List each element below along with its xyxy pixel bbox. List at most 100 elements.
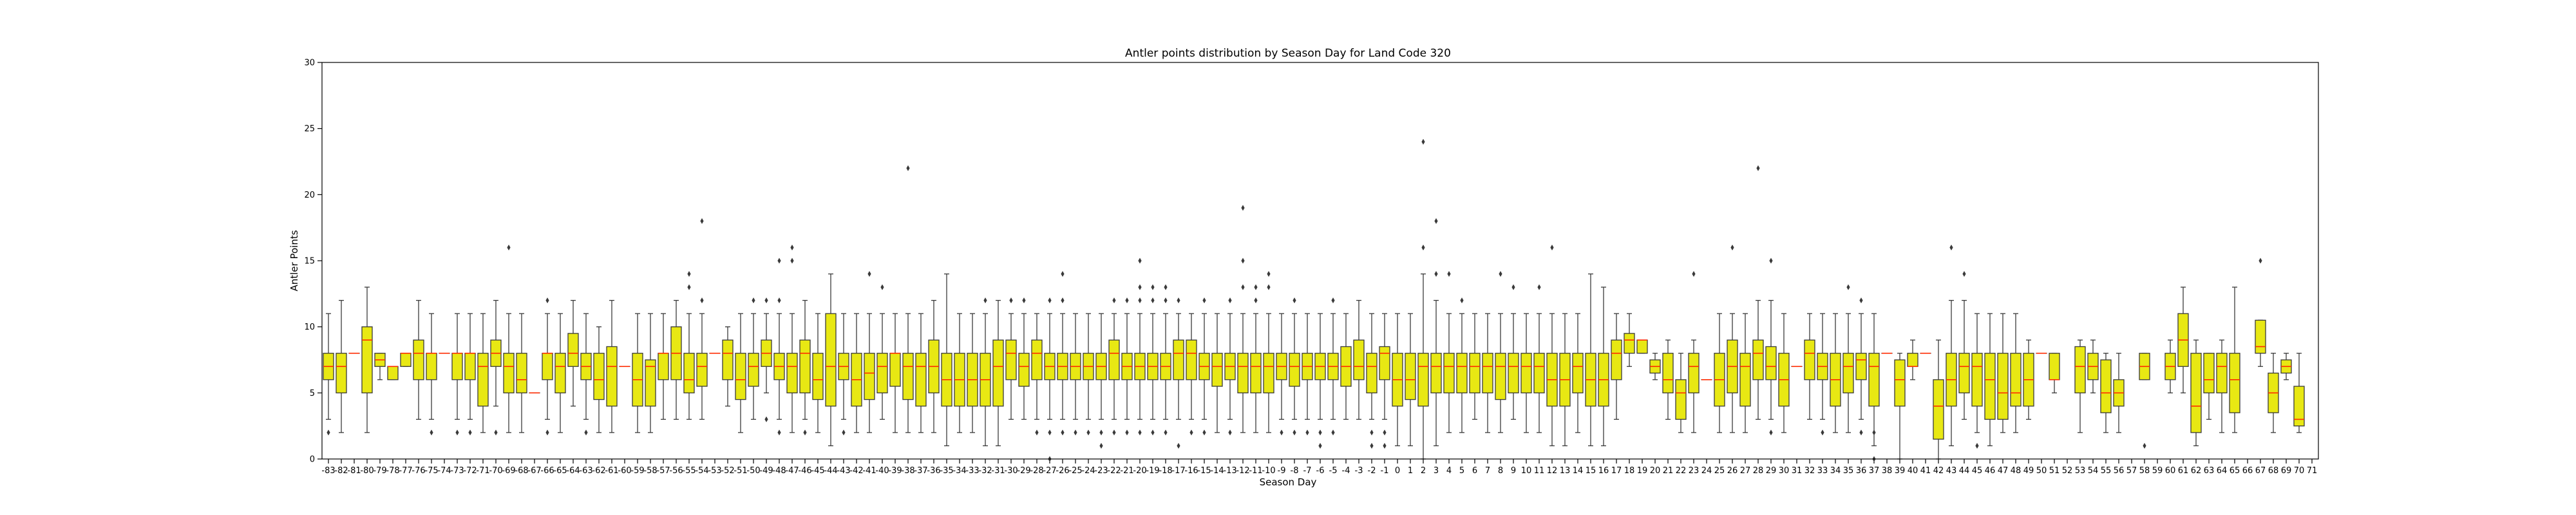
box: [1417, 353, 1429, 407]
box: [1739, 353, 1751, 407]
outlier-point: [1859, 297, 1863, 304]
outlier-point: [1151, 284, 1155, 290]
x-tick-label: 21: [1663, 466, 1674, 476]
box: [413, 339, 424, 380]
box: [1688, 353, 1700, 393]
box: [503, 353, 515, 393]
outlier-point: [687, 284, 691, 290]
outlier-point: [1099, 442, 1103, 449]
x-tick-label: -25: [1068, 466, 1082, 476]
x-tick-label: -75: [424, 466, 438, 476]
box: [1108, 339, 1120, 380]
x-tick-label: 50: [2036, 466, 2047, 476]
outlier-point: [1035, 429, 1039, 436]
box: [1379, 346, 1390, 380]
x-tick-label: 43: [1946, 466, 1957, 476]
x-tick-label: -49: [759, 466, 773, 476]
box: [1624, 333, 1635, 354]
x-tick-label: -41: [862, 466, 876, 476]
x-tick-label: 60: [2165, 466, 2176, 476]
x-axis-label: Season Day: [1260, 476, 1317, 488]
box: [1997, 353, 2009, 420]
box: [735, 353, 746, 400]
x-tick-label: -72: [463, 466, 477, 476]
outlier-point: [1241, 205, 1245, 211]
box: [1765, 346, 1777, 380]
x-tick-label: -62: [592, 466, 605, 476]
x-tick-label: 25: [1714, 466, 1725, 476]
box: [1173, 339, 1184, 380]
outlier-point: [1086, 429, 1090, 436]
box: [1495, 353, 1506, 400]
x-tick-label: 44: [1959, 466, 1970, 476]
x-tick-label: 10: [1521, 466, 1532, 476]
x-tick-label: -67: [527, 466, 541, 476]
x-tick-label: 27: [1740, 466, 1751, 476]
outlier-point: [1962, 271, 1966, 277]
outlier-point: [1460, 297, 1464, 304]
box: [1469, 353, 1481, 393]
x-tick-label: 53: [2075, 466, 2086, 476]
box: [1353, 339, 1365, 380]
x-tick-label: -46: [798, 466, 811, 476]
x-tick-label: -48: [772, 466, 786, 476]
outlier-point: [1383, 429, 1387, 436]
outlier-point: [1511, 284, 1515, 290]
x-tick-label: -14: [1210, 466, 1224, 476]
x-tick-label: -60: [618, 466, 631, 476]
x-tick-label: -12: [1236, 466, 1249, 476]
outlier-point: [1846, 284, 1850, 290]
outlier-point: [1048, 429, 1052, 436]
box: [1933, 379, 1944, 440]
x-tick-label: -7: [1303, 466, 1312, 476]
y-tick-label: 30: [304, 59, 315, 68]
outlier-point: [1112, 429, 1116, 436]
x-tick-label: 66: [2242, 466, 2253, 476]
outlier-point: [1048, 297, 1052, 304]
outlier-point: [2259, 258, 2262, 264]
box: [542, 353, 553, 380]
outlier-point: [1241, 258, 1245, 264]
x-tick-label: 42: [1933, 466, 1944, 476]
x-tick-label: -9: [1278, 466, 1286, 476]
outlier-point: [1254, 297, 1258, 304]
x-tick-label: 49: [2023, 466, 2034, 476]
box: [1894, 359, 1906, 407]
x-tick-label: 63: [2204, 466, 2215, 476]
box: [812, 353, 824, 400]
box: [2049, 353, 2060, 380]
x-tick-label: -82: [334, 466, 348, 476]
box: [2216, 353, 2228, 393]
box: [464, 353, 476, 380]
outlier-point: [1975, 442, 1979, 449]
x-tick-label: -16: [1184, 466, 1198, 476]
x-tick-label: 34: [1830, 466, 1841, 476]
x-tick-label: -80: [360, 466, 374, 476]
x-tick-label: -43: [837, 466, 850, 476]
x-tick-label: 54: [2088, 466, 2099, 476]
x-tick-label: 64: [2217, 466, 2228, 476]
x-tick-label: 24: [1701, 466, 1712, 476]
x-tick-label: -19: [1146, 466, 1159, 476]
outlier-point: [1370, 429, 1374, 436]
x-tick-label: 20: [1650, 466, 1661, 476]
outlier-point: [1241, 284, 1245, 290]
x-tick-label: -83: [321, 466, 335, 476]
box: [361, 326, 373, 393]
box: [1443, 353, 1455, 393]
box: [1958, 353, 1970, 393]
box: [400, 353, 412, 367]
plot-frame: [321, 62, 2319, 460]
outlier-point: [687, 271, 691, 277]
outlier-point: [1009, 297, 1013, 304]
box: [825, 313, 837, 407]
box: [1031, 339, 1043, 380]
x-tick-label: -50: [746, 466, 760, 476]
x-tick-label: -24: [1081, 466, 1095, 476]
x-tick-label: 46: [1985, 466, 1996, 476]
x-tick-label: -15: [1197, 466, 1211, 476]
box: [1842, 353, 1854, 393]
x-tick-label: 28: [1753, 466, 1764, 476]
outlier-point: [1421, 244, 1425, 250]
x-tick-label: 15: [1586, 466, 1596, 476]
